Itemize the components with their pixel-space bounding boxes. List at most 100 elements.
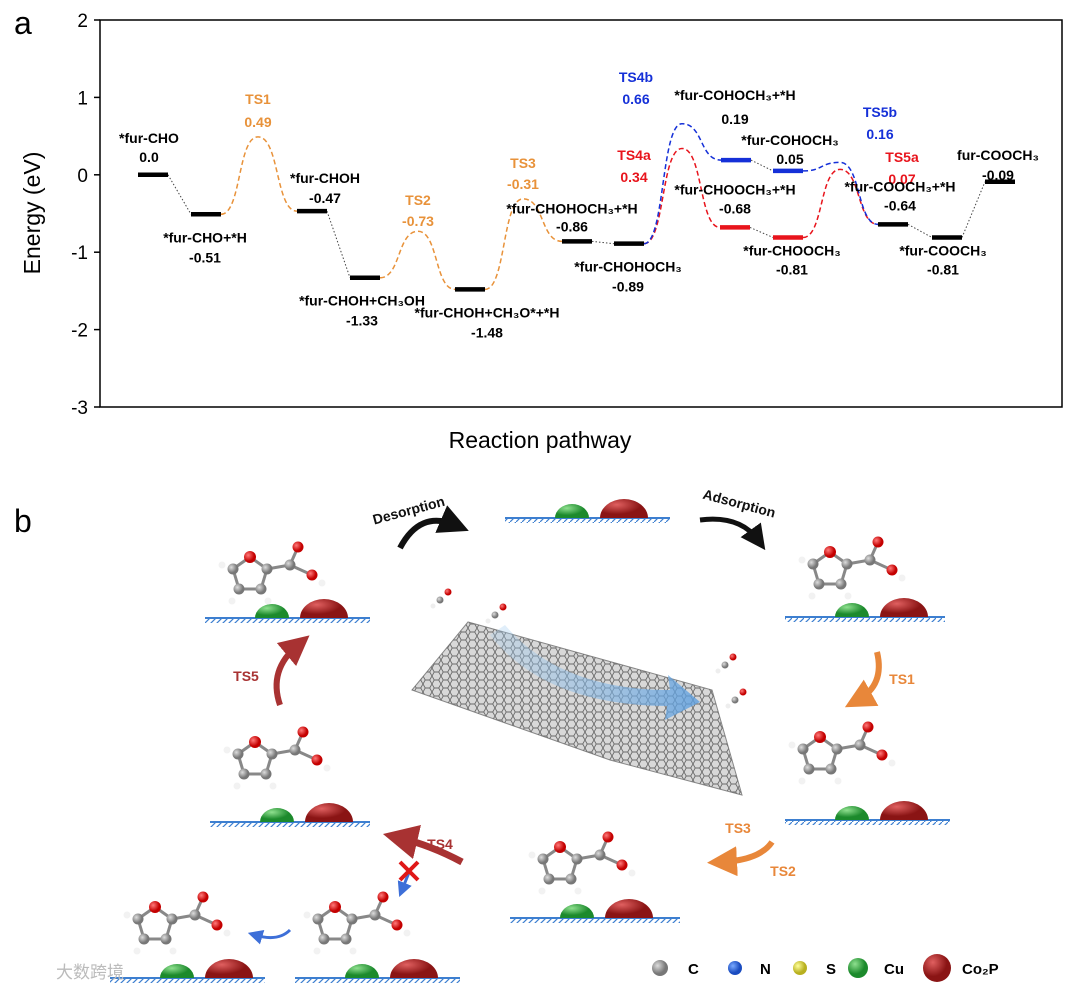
- atom: [223, 746, 231, 754]
- step-arrow: [844, 651, 882, 708]
- atom: [565, 873, 577, 885]
- step-label: TS2: [770, 863, 796, 879]
- step-label: Adsorption: [701, 486, 777, 521]
- y-axis-label: Energy (eV): [19, 152, 45, 275]
- atom: [292, 541, 304, 553]
- atom: [223, 929, 231, 937]
- co2p-site: [600, 499, 648, 518]
- connector: [750, 159, 774, 172]
- state-value: 0.0: [139, 149, 159, 165]
- connector: [326, 211, 351, 278]
- atom: [227, 563, 239, 575]
- atom: [528, 851, 536, 859]
- atom: [133, 947, 141, 955]
- cu-site: [345, 964, 379, 978]
- atom: [485, 618, 491, 624]
- ts-name: TS2: [405, 192, 431, 208]
- cu-site: [835, 806, 869, 820]
- state-name: *fur-CHOOCH₃: [743, 242, 840, 258]
- atom: [269, 782, 277, 790]
- block-mark: [398, 860, 420, 882]
- atom: [798, 777, 806, 785]
- state-value: -0.64: [884, 197, 916, 213]
- state-name: *fur-CHOOCH₃+*H: [674, 181, 795, 197]
- legend-label: C: [688, 961, 699, 978]
- transition-curve: [379, 230, 456, 291]
- atom: [854, 739, 866, 751]
- connector: [749, 226, 774, 238]
- state-name: *fur-COHOCH₃+*H: [674, 87, 795, 103]
- cu-site: [255, 604, 289, 618]
- cu-site: [260, 808, 294, 822]
- co2p-site: [390, 959, 438, 978]
- atom: [303, 911, 311, 919]
- ts-name: TS3: [510, 155, 536, 171]
- state-value: -1.33: [346, 313, 378, 329]
- state-value: -0.47: [309, 190, 341, 206]
- atom: [238, 768, 250, 780]
- atom: [264, 597, 272, 605]
- state-value: 0.05: [776, 151, 803, 167]
- atom: [444, 588, 452, 596]
- atom: [297, 726, 309, 738]
- atom: [197, 891, 209, 903]
- ts-value: 0.34: [620, 169, 647, 185]
- connector: [591, 240, 615, 245]
- atom: [594, 849, 606, 861]
- step-label: TS4: [427, 836, 453, 852]
- surface-hatch: [785, 820, 950, 825]
- legend-label: Co₂P: [962, 961, 999, 978]
- state-name: *fur-CHO+*H: [163, 229, 247, 245]
- cu-site: [555, 504, 589, 518]
- atom: [824, 546, 836, 558]
- connector: [167, 174, 192, 215]
- step-label: TS1: [889, 671, 915, 687]
- atom: [289, 744, 301, 756]
- state-value: -0.89: [612, 279, 644, 295]
- atom: [798, 556, 806, 564]
- atom: [260, 768, 272, 780]
- atom: [715, 668, 721, 674]
- atom: [888, 759, 896, 767]
- ts-value: 0.66: [622, 91, 649, 107]
- atom: [835, 578, 847, 590]
- co2p-site: [880, 801, 928, 820]
- watermark: 大数跨境: [56, 963, 124, 982]
- plot-frame: [99, 19, 1063, 408]
- step-label: TS3: [725, 820, 751, 836]
- state-name: fur-COOCH₃: [957, 147, 1039, 163]
- atom: [628, 869, 636, 877]
- atom: [391, 919, 403, 931]
- step-arrow: [699, 516, 766, 551]
- atom: [160, 933, 172, 945]
- step-arrow: [707, 840, 775, 877]
- y-tick-label: 2: [77, 11, 88, 32]
- ts-value: -0.31: [507, 176, 539, 192]
- state-value: -0.51: [189, 249, 221, 265]
- surface-hatch: [510, 918, 680, 923]
- atom: [841, 558, 853, 570]
- atom: [255, 583, 267, 595]
- x-axis-label: Reaction pathway: [449, 427, 632, 453]
- co2p-site: [880, 598, 928, 617]
- graphene-lattice: [412, 622, 742, 795]
- step-arrow: [382, 824, 464, 866]
- atom: [499, 603, 507, 611]
- atom: [864, 554, 876, 566]
- state-name: *fur-CHOH: [290, 170, 360, 186]
- atom: [312, 913, 324, 925]
- connector: [907, 223, 933, 238]
- cu-site: [160, 964, 194, 978]
- atom: [876, 749, 888, 761]
- atom: [218, 561, 226, 569]
- step-arrow: [397, 505, 469, 550]
- state-name: *fur-CHOHOCH₃+*H: [506, 200, 637, 216]
- atom: [149, 901, 161, 913]
- state-value: -0.81: [927, 261, 959, 277]
- step-arrow: [273, 635, 310, 706]
- connector: [961, 181, 986, 238]
- atom: [323, 764, 331, 772]
- y-tick-label: 1: [77, 88, 88, 109]
